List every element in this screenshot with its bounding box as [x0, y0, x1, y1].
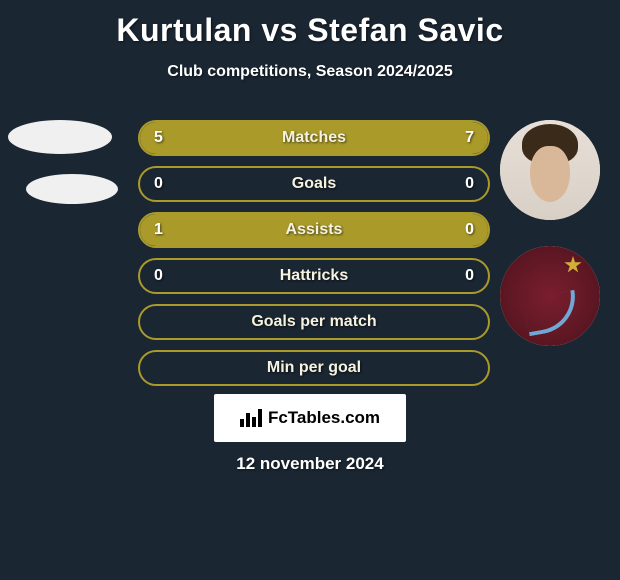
left-player-avatar [8, 120, 112, 154]
stat-value-left: 1 [154, 221, 163, 239]
stat-row: Min per goal [138, 350, 490, 386]
stat-bars: Matches57Goals00Assists10Hattricks00Goal… [138, 120, 490, 396]
stat-value-left: 0 [154, 175, 163, 193]
stat-label: Goals [140, 175, 488, 193]
stat-label: Matches [140, 129, 488, 147]
left-club-logo [26, 174, 118, 204]
stat-label: Min per goal [140, 359, 488, 377]
left-player-column [8, 120, 118, 224]
bar-chart-icon [240, 409, 262, 427]
stat-row: Assists1 0 [138, 212, 490, 248]
brand-badge: FcTables.com [214, 394, 406, 442]
brand-text: FcTables.com [268, 408, 380, 428]
stat-value-left: 5 [154, 129, 163, 147]
date-label: 12 november 2024 [0, 454, 620, 474]
stat-label: Assists [140, 221, 488, 239]
stat-value-left: 0 [154, 267, 163, 285]
stat-value-right: 0 [465, 221, 474, 239]
stat-label: Goals per match [140, 313, 488, 331]
right-player-column [500, 120, 610, 372]
club-crest-icon [500, 246, 600, 346]
right-player-avatar [500, 120, 600, 220]
right-club-logo [500, 246, 600, 346]
subtitle: Club competitions, Season 2024/2025 [0, 63, 620, 81]
stat-value-right: 0 [465, 267, 474, 285]
stat-row: Matches5 7 [138, 120, 490, 156]
stat-row: Hattricks0 0 [138, 258, 490, 294]
stat-value-right: 0 [465, 175, 474, 193]
face-icon [500, 120, 600, 220]
stat-row: Goals per match [138, 304, 490, 340]
stat-row: Goals0 0 [138, 166, 490, 202]
stat-label: Hattricks [140, 267, 488, 285]
page-title: Kurtulan vs Stefan Savic [0, 0, 620, 49]
stat-value-right: 7 [465, 129, 474, 147]
